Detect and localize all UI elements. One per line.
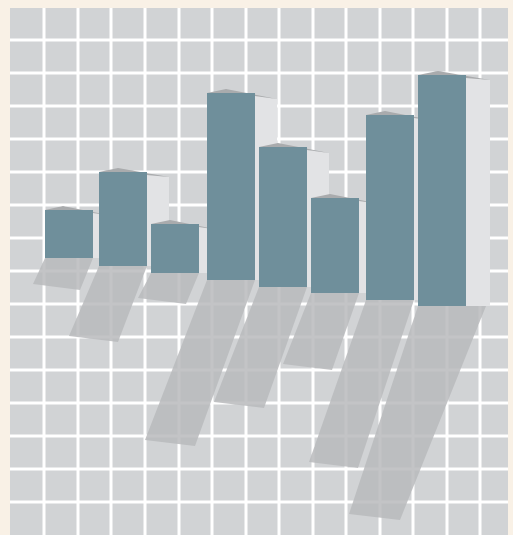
page: (() => { const data = JSON.parse(documen… xyxy=(0,0,513,535)
front-shape xyxy=(151,224,199,273)
illustration xyxy=(0,0,513,535)
front-shape xyxy=(45,210,93,258)
front-shape xyxy=(207,93,255,280)
front-shape xyxy=(311,198,359,293)
front-shape xyxy=(259,147,307,287)
side-shape xyxy=(466,78,490,306)
front-shape xyxy=(99,172,147,266)
front-shape xyxy=(418,75,466,306)
front-shape xyxy=(366,115,414,300)
